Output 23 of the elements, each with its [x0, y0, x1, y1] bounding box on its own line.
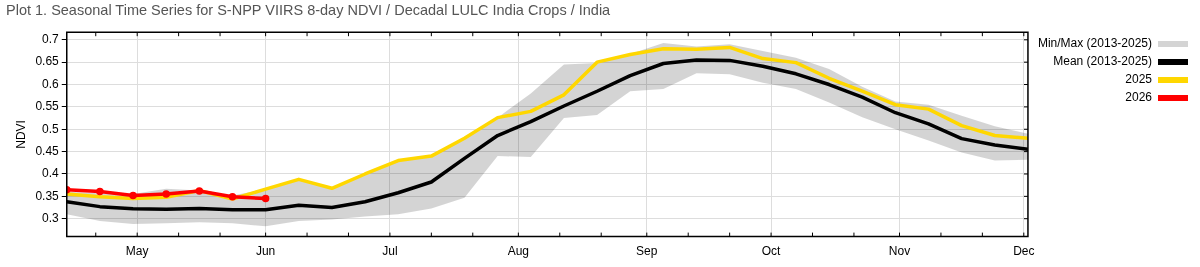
y-tick-label: 0.7 — [42, 32, 60, 47]
x-tick-label: Jun — [255, 244, 276, 259]
y-tick-label: 0.3 — [42, 211, 60, 226]
y-tick-label: 0.35 — [35, 188, 60, 203]
x-tick-label: Nov — [888, 244, 911, 259]
y-tick-label: 0.55 — [35, 99, 60, 114]
y-tick-label: 0.4 — [42, 166, 60, 181]
text: Min/Max (2013-2025) — [1037, 36, 1152, 51]
x-tick-label: Dec — [1013, 244, 1035, 259]
legend-label: Mean (2013-2025) — [1053, 54, 1152, 69]
y-tick-label: 0.65 — [35, 54, 60, 69]
chart-title: Plot 1. Seasonal Time Series for S-NPP VIIRS 8-day NDVI / Decadal LULC India Crops / India — [5, 1, 612, 20]
y-tick-label: 0.6 — [42, 76, 60, 91]
legend-label: 2026 — [1125, 90, 1153, 105]
y-tick-label: 0.45 — [35, 143, 60, 158]
y-axis-title: NDVI — [13, 120, 28, 149]
y-tick-label: 0.5 — [42, 121, 60, 136]
x-tick-label: Oct — [761, 244, 782, 259]
legend-label: 2025 — [1125, 72, 1153, 87]
x-tick-label: Aug — [507, 244, 530, 259]
x-tick-label: Sep — [636, 244, 658, 259]
x-tick-label: May — [125, 244, 149, 259]
x-tick-label: Jul — [382, 244, 398, 259]
